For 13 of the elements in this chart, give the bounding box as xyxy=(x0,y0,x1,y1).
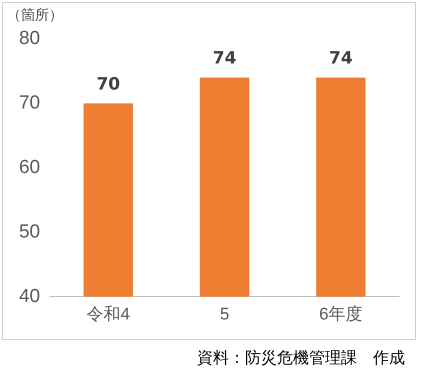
y-tick-label: 80 xyxy=(18,28,40,50)
text: 資料：防災危機管理課 作成 xyxy=(197,348,405,369)
x-tick-label: 6年度 xyxy=(319,304,363,324)
y-tick-label: 50 xyxy=(18,221,40,242)
data-label: 74 xyxy=(329,48,353,69)
x-tick-label: 令和4 xyxy=(86,304,130,324)
y-tick-label: 60 xyxy=(18,157,40,178)
x-tick-label: 5 xyxy=(220,304,230,324)
data-label: 70 xyxy=(96,74,120,94)
y-tick-label: 70 xyxy=(18,92,40,114)
y-axis-title: （箇所） xyxy=(7,8,63,24)
data-label: 74 xyxy=(212,48,237,69)
y-tick-label: 40 xyxy=(18,286,40,307)
